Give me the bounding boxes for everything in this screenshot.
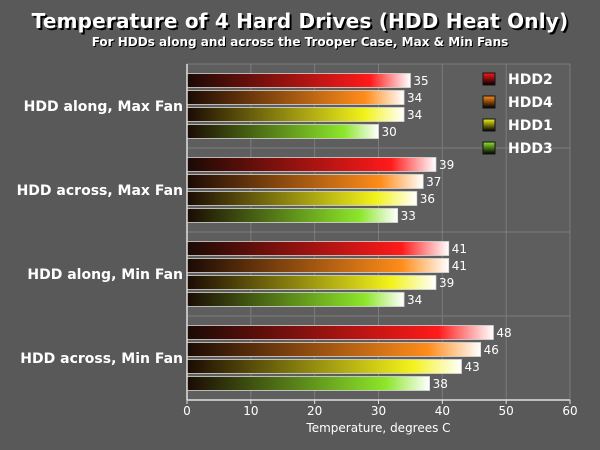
- bar-hdd4: [186, 90, 405, 105]
- data-label: 36: [420, 192, 435, 206]
- data-label: 41: [452, 242, 467, 256]
- legend-swatch-hdd1: [482, 118, 496, 132]
- x-tick-label: 10: [243, 404, 258, 418]
- bar-hdd1: [186, 275, 437, 290]
- bar-hdd4: [186, 174, 424, 189]
- data-label: 33: [401, 209, 416, 223]
- data-label: 43: [464, 360, 479, 374]
- bar-hdd2: [186, 157, 437, 172]
- data-label: 46: [484, 343, 499, 357]
- chart-title: Temperature of 4 Hard Drives (HDD Heat O…: [31, 9, 569, 33]
- bar-hdd1: [186, 359, 462, 374]
- category-label: HDD across, Max Fan: [17, 183, 183, 199]
- bar-hdd4: [186, 258, 450, 273]
- legend-swatch-hdd3: [482, 141, 496, 155]
- data-label: 34: [407, 108, 422, 122]
- bar-hdd3: [186, 124, 379, 139]
- x-tick-label: 40: [435, 404, 450, 418]
- data-label: 30: [382, 125, 397, 139]
- data-label: 34: [407, 293, 422, 307]
- data-label: 39: [439, 276, 454, 290]
- x-tick-label: 50: [499, 404, 514, 418]
- category-label: HDD along, Max Fan: [24, 99, 183, 115]
- x-axis-title: Temperature, degrees C: [305, 421, 450, 435]
- bar-hdd1: [186, 191, 418, 206]
- bar-hdd2: [186, 325, 494, 340]
- data-label: 35: [413, 74, 428, 88]
- chart-subtitle: For HDDs along and across the Trooper Ca…: [91, 35, 509, 49]
- legend-label: HDD1: [508, 118, 553, 134]
- bar-hdd4: [186, 342, 482, 357]
- x-tick-label: 30: [371, 404, 386, 418]
- bar-hdd3: [186, 208, 399, 223]
- bar-hdd1: [186, 107, 405, 122]
- bar-hdd2: [186, 241, 450, 256]
- bar-hdd3: [186, 292, 405, 307]
- data-label: 39: [439, 158, 454, 172]
- data-label: 38: [433, 377, 448, 391]
- legend-label: HDD3: [508, 141, 553, 157]
- category-label: HDD across, Min Fan: [20, 351, 183, 367]
- x-tick-label: 20: [307, 404, 322, 418]
- data-label: 34: [407, 91, 422, 105]
- x-tick-label: 0: [183, 404, 191, 418]
- data-label: 41: [452, 259, 467, 273]
- data-label: 48: [496, 326, 511, 340]
- legend-swatch-hdd2: [482, 72, 496, 86]
- bar-hdd2: [186, 73, 411, 88]
- category-label: HDD along, Min Fan: [27, 267, 183, 283]
- legend-label: HDD4: [508, 95, 553, 111]
- x-tick-label: 60: [562, 404, 577, 418]
- bar-hdd3: [186, 376, 430, 391]
- legend-swatch-hdd4: [482, 95, 496, 109]
- data-label: 37: [426, 175, 441, 189]
- legend-label: HDD2: [508, 72, 553, 88]
